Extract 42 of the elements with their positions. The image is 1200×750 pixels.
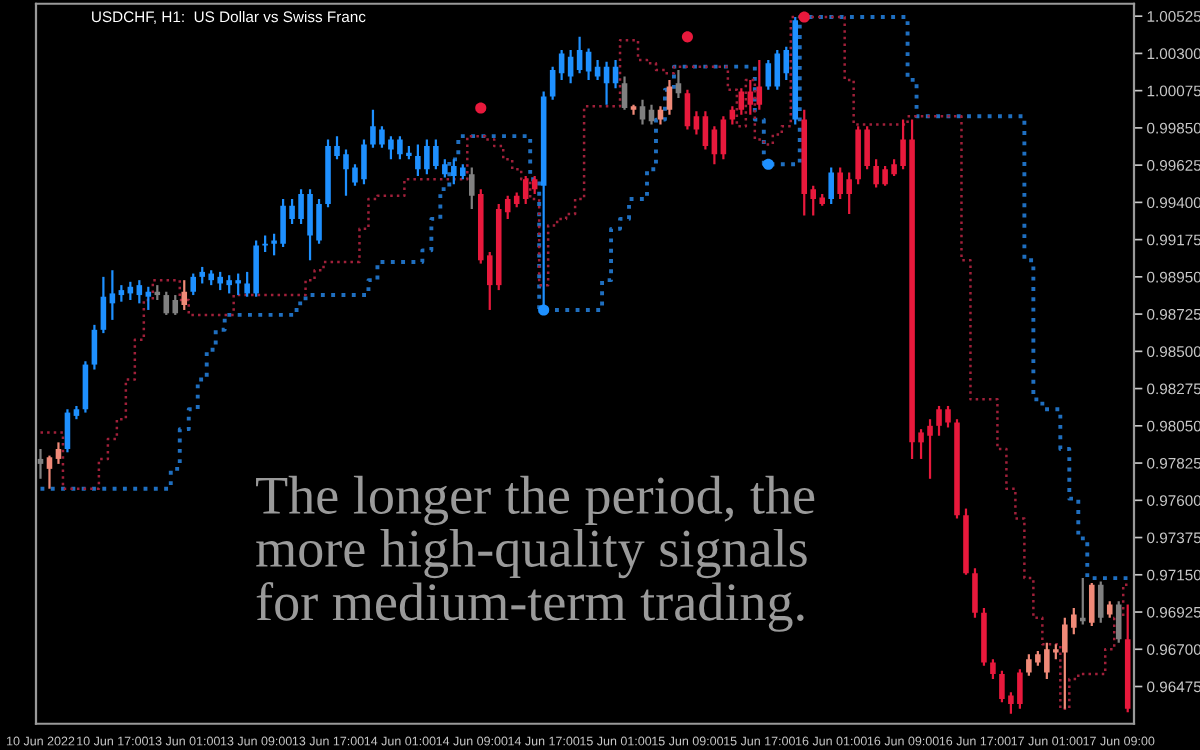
candlestick: [774, 48, 781, 91]
annotation: The longer the period, the more high-quality signals for medium-term trading.: [256, 475, 815, 632]
candlestick: [91, 323, 98, 371]
candlestick: [657, 105, 664, 126]
candlestick: [46, 454, 53, 490]
point: [798, 11, 810, 23]
candlestick: [738, 87, 745, 116]
candlestick: [621, 75, 628, 111]
candlestick: [109, 269, 116, 321]
candlestick: [1080, 576, 1086, 626]
candlestick: [702, 110, 709, 151]
candlestick: [558, 48, 565, 81]
candlestick: [639, 98, 646, 126]
candlestick: [55, 441, 62, 465]
candlestick: [469, 166, 475, 211]
candlestick: [100, 275, 107, 335]
point: [762, 158, 774, 170]
point: [538, 304, 550, 316]
candlestick: [567, 48, 574, 85]
point: [681, 31, 693, 43]
candlestick: [181, 279, 188, 312]
candlestick: [729, 105, 736, 126]
candlestick: [1088, 581, 1095, 628]
candlestick: [585, 47, 592, 81]
candlestick: [522, 174, 529, 206]
candlestick: [1115, 600, 1122, 644]
candlestick: [531, 174, 538, 196]
candlestick: [747, 78, 754, 116]
candlestick: [1097, 580, 1104, 624]
candlestick: [190, 272, 197, 297]
candlestick: [576, 35, 583, 75]
candlestick: [675, 68, 682, 100]
candlestick: [828, 166, 834, 206]
candlestick: [765, 58, 772, 91]
candlestick: [990, 658, 996, 681]
candlestick: [684, 88, 691, 131]
point: [475, 102, 487, 114]
candlestick: [136, 279, 143, 305]
candlestick: [693, 110, 700, 136]
candlestick: [172, 293, 179, 317]
candlestick: [972, 567, 978, 619]
candlestick: [594, 58, 601, 81]
